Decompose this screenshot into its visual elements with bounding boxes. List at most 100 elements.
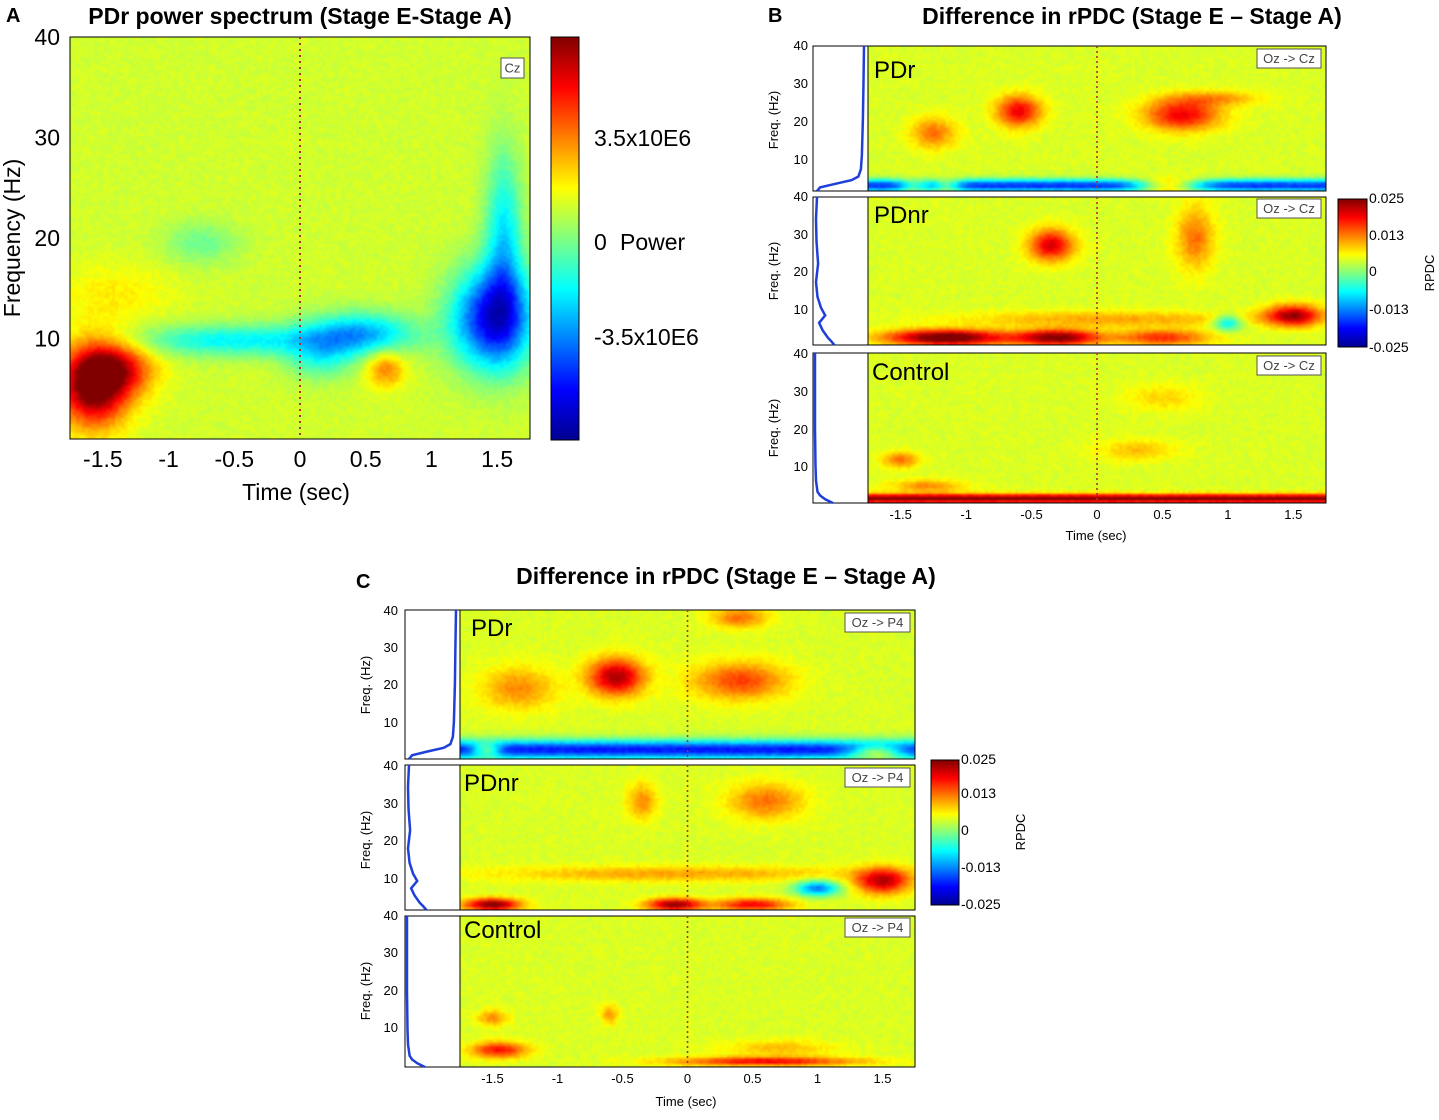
panel-c-ylabel: Freq. (Hz) bbox=[358, 811, 373, 870]
panel-c-marginal-box bbox=[404, 764, 461, 911]
panel-b: B Difference in rPDC (Stage E – Stage A)… bbox=[766, 3, 1437, 543]
panel-b-ytick: 10 bbox=[794, 459, 808, 474]
panel-b-connection: Oz -> Cz bbox=[1263, 201, 1315, 216]
panel-b-ytick: 40 bbox=[794, 189, 808, 204]
panel-a-xtick: 0.5 bbox=[350, 446, 382, 472]
panel-a-colorbar bbox=[550, 36, 580, 441]
panel-c-ytick: 10 bbox=[384, 1020, 398, 1035]
panel-b-marginal-box bbox=[812, 352, 869, 504]
panel-c-cb-tick: -0.013 bbox=[961, 859, 1001, 875]
panel-c-ytick: 20 bbox=[384, 833, 398, 848]
panel-b-colorbar bbox=[1337, 198, 1368, 348]
panel-c-connection-box bbox=[844, 917, 911, 938]
panel-b-marginal-curve bbox=[813, 353, 834, 505]
panel-b-cb-tick: -0.013 bbox=[1369, 301, 1409, 317]
panel-c-group-label: PDr bbox=[471, 615, 512, 642]
panel-letter-b: B bbox=[768, 5, 782, 27]
panel-c-cb-tick: 0.025 bbox=[961, 751, 996, 767]
panel-b-group-label: PDnr bbox=[874, 202, 929, 229]
panel-c-ytick: 30 bbox=[384, 945, 398, 960]
panel-a-xticks: -1.5 -1 -0.5 0 0.5 1 1.5 bbox=[83, 446, 513, 472]
panel-letter-c: C bbox=[356, 571, 370, 593]
panel-a-xtick: -1 bbox=[158, 446, 178, 472]
panel-b-subplot-pdnr: PDnr Oz -> Cz 40 30 20 10 Freq. (Hz) bbox=[766, 189, 1327, 346]
panel-c-connection: Oz -> P4 bbox=[852, 615, 904, 630]
panel-b-marginal-curve bbox=[816, 45, 866, 192]
panel-b-title: Difference in rPDC (Stage E – Stage A) bbox=[922, 3, 1342, 29]
panel-c-ytick: 20 bbox=[384, 677, 398, 692]
panel-b-connection-box bbox=[1256, 198, 1322, 219]
panel-b-cb-tick: 0.013 bbox=[1369, 227, 1404, 243]
panel-b-connection-box bbox=[1256, 48, 1322, 69]
panel-c-connection-box bbox=[844, 767, 911, 788]
panel-c-xtick: 0 bbox=[684, 1071, 691, 1086]
panel-b-xtick: -1.5 bbox=[890, 507, 912, 522]
panel-c-xlabel: Time (sec) bbox=[656, 1094, 717, 1109]
panel-b-connection-box bbox=[1256, 355, 1322, 376]
panel-c-subplot-control: Control Oz -> P4 40 30 20 10 Freq. (Hz) bbox=[358, 908, 916, 1069]
panel-b-ytick: 10 bbox=[794, 152, 808, 167]
panel-c-subplot-pdr: PDr Oz -> P4 40 30 20 10 Freq. (Hz) bbox=[358, 603, 916, 760]
panel-a-cb-tick: 3.5x10E6 bbox=[594, 125, 691, 151]
panel-a-xtick: -1.5 bbox=[83, 446, 123, 472]
panel-b-xtick: 0 bbox=[1093, 507, 1100, 522]
panel-c-marginal-box bbox=[404, 915, 461, 1068]
panel-b-connection: Oz -> Cz bbox=[1263, 358, 1315, 373]
panel-a-ytick: 40 bbox=[34, 24, 60, 50]
panel-c-connection-box bbox=[844, 612, 911, 633]
panel-a-cb-tick: 0 bbox=[594, 229, 607, 255]
panel-c-ytick: 30 bbox=[384, 796, 398, 811]
panel-c-ytick: 30 bbox=[384, 640, 398, 655]
panel-letter-a: A bbox=[6, 5, 20, 27]
panel-b-cb-label: RPDC bbox=[1422, 255, 1437, 292]
panel-b-xtick: 1 bbox=[1224, 507, 1231, 522]
panel-a-cb-tick: -3.5x10E6 bbox=[594, 324, 699, 350]
panel-c-ytick: 40 bbox=[384, 908, 398, 923]
panel-b-ytick: 30 bbox=[794, 227, 808, 242]
panel-c-ylabel: Freq. (Hz) bbox=[358, 656, 373, 715]
panel-b-marginal-curve bbox=[814, 196, 836, 346]
panel-a-ylabel: Frequency (Hz) bbox=[0, 159, 25, 317]
panel-b-ytick: 30 bbox=[794, 76, 808, 91]
panel-c-ytick: 20 bbox=[384, 983, 398, 998]
panel-b-ytick: 20 bbox=[794, 114, 808, 129]
panel-c-marginal-curve bbox=[406, 764, 428, 911]
panel-b-marginal-box bbox=[812, 196, 869, 346]
panel-c-group-label: PDnr bbox=[464, 770, 519, 797]
panel-c-cb-tick: 0.013 bbox=[961, 785, 996, 801]
panel-c-ytick: 10 bbox=[384, 715, 398, 730]
panel-c: C Difference in rPDC (Stage E – Stage A)… bbox=[356, 563, 1028, 1109]
panel-b-group-label: Control bbox=[872, 359, 949, 386]
panel-a-channel: Cz bbox=[505, 61, 521, 76]
panel-b-ytick: 10 bbox=[794, 302, 808, 317]
panel-c-connection: Oz -> P4 bbox=[852, 770, 904, 785]
panel-c-xtick: -1.5 bbox=[481, 1071, 503, 1086]
panel-c-cb-tick: -0.025 bbox=[961, 896, 1001, 912]
panel-b-ytick: 30 bbox=[794, 384, 808, 399]
panel-c-ylabel: Freq. (Hz) bbox=[358, 962, 373, 1021]
panel-c-heatmap-pdr bbox=[460, 610, 915, 759]
panel-a-xtick: 1 bbox=[425, 446, 438, 472]
panel-b-cb-tick: -0.025 bbox=[1369, 339, 1409, 355]
panel-b-ylabel: Freq. (Hz) bbox=[766, 399, 781, 458]
panel-b-connection: Oz -> Cz bbox=[1263, 51, 1315, 66]
panel-b-xtick: 1.5 bbox=[1284, 507, 1302, 522]
panel-c-connection: Oz -> P4 bbox=[852, 920, 904, 935]
panel-c-xtick: 1 bbox=[814, 1071, 821, 1086]
panel-b-ytick: 40 bbox=[794, 38, 808, 53]
panel-a-ytick: 30 bbox=[34, 125, 60, 151]
panel-b-ytick: 40 bbox=[794, 346, 808, 361]
panel-b-ylabel: Freq. (Hz) bbox=[766, 91, 781, 150]
panel-c-cb-label: RPDC bbox=[1013, 814, 1028, 851]
panel-b-xtick: -0.5 bbox=[1020, 507, 1042, 522]
panel-c-marginal-box bbox=[404, 609, 461, 760]
panel-b-ylabel: Freq. (Hz) bbox=[766, 242, 781, 301]
panel-a-xlabel: Time (sec) bbox=[242, 479, 350, 505]
panel-b-xtick: -1 bbox=[960, 507, 972, 522]
panel-c-group-label: Control bbox=[464, 917, 541, 944]
panel-a-ytick: 20 bbox=[34, 225, 60, 251]
panel-c-xticks: -1.5 -1 -0.5 0 0.5 1 1.5 bbox=[481, 1071, 891, 1086]
panel-c-xtick: -1 bbox=[552, 1071, 564, 1086]
panel-b-group-label: PDr bbox=[874, 57, 915, 84]
